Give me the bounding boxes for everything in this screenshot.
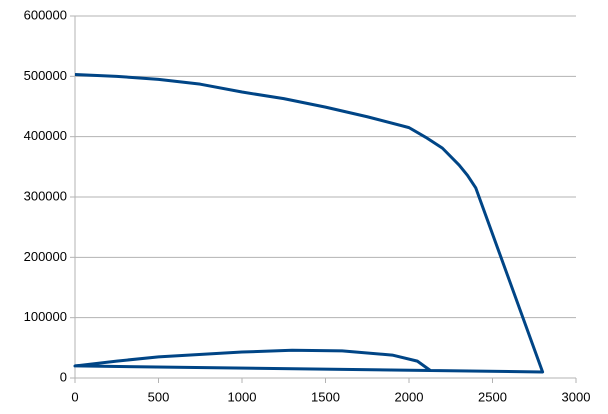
y-tick-label: 500000 [24, 68, 67, 83]
x-tick-label: 2000 [395, 389, 424, 404]
y-tick-label: 0 [60, 369, 67, 384]
x-tick-label: 3000 [562, 389, 591, 404]
y-tick-label: 200000 [24, 249, 67, 264]
x-tick-label: 0 [71, 389, 78, 404]
x-tick-label: 1500 [311, 389, 340, 404]
x-tick-label: 1000 [228, 389, 257, 404]
y-tick-label: 300000 [24, 188, 67, 203]
y-tick-label: 100000 [24, 309, 67, 324]
x-tick-label: 2500 [478, 389, 507, 404]
y-tick-label: 600000 [24, 7, 67, 22]
data-line [73, 73, 545, 374]
y-tick-label: 400000 [24, 128, 67, 143]
x-tick-label: 500 [148, 389, 170, 404]
